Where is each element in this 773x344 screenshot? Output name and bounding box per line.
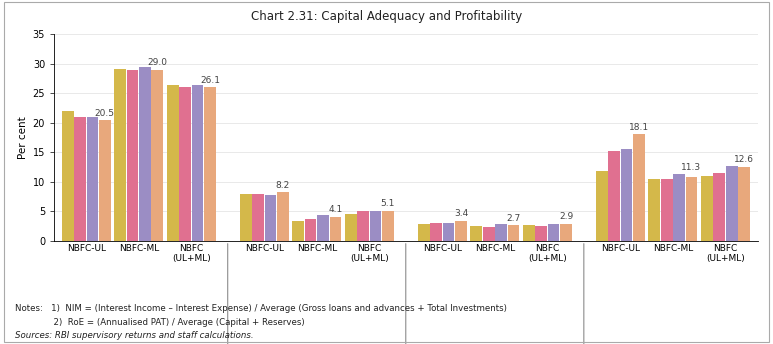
Bar	[661, 179, 673, 241]
Bar	[179, 87, 191, 241]
Text: Notes:   1)  NIM = (Interest Income – Interest Expense) / Average (Gross loans a: Notes: 1) NIM = (Interest Income – Inter…	[15, 304, 507, 313]
Text: 8.2: 8.2	[276, 181, 290, 190]
Bar	[292, 221, 304, 241]
Bar	[139, 67, 151, 241]
Text: 20.5: 20.5	[95, 109, 115, 118]
Bar	[673, 174, 685, 241]
Bar	[470, 226, 482, 241]
Bar	[621, 149, 632, 241]
Bar	[523, 225, 535, 241]
Bar	[329, 217, 342, 241]
Bar	[264, 195, 277, 241]
Bar	[317, 215, 329, 241]
Bar	[252, 194, 264, 241]
Bar	[152, 70, 163, 241]
Bar	[431, 223, 442, 241]
Bar	[535, 226, 547, 241]
Bar	[345, 214, 356, 241]
Bar	[443, 223, 455, 241]
Text: 29.0: 29.0	[148, 58, 168, 67]
Y-axis label: Per cent: Per cent	[19, 116, 29, 159]
Bar	[738, 167, 750, 241]
Bar	[114, 69, 126, 241]
Bar	[87, 117, 98, 241]
Bar	[495, 224, 507, 241]
Bar	[62, 111, 73, 241]
Text: 11.3: 11.3	[682, 163, 702, 172]
Bar	[418, 224, 430, 241]
Bar	[548, 224, 560, 241]
Bar	[726, 166, 737, 241]
Text: 2)  RoE = (Annualised PAT) / Average (Capital + Reserves): 2) RoE = (Annualised PAT) / Average (Cap…	[15, 318, 305, 326]
Bar	[192, 85, 203, 241]
Text: Sources: RBI supervisory returns and staff calculations.: Sources: RBI supervisory returns and sta…	[15, 331, 254, 340]
Text: 4.1: 4.1	[329, 205, 342, 214]
Bar	[167, 85, 179, 241]
Bar	[686, 176, 697, 241]
Bar	[508, 225, 519, 241]
Bar	[357, 211, 369, 241]
Bar	[305, 219, 316, 241]
Text: 2.7: 2.7	[506, 214, 520, 223]
Bar	[713, 173, 725, 241]
Text: 2.9: 2.9	[559, 212, 573, 221]
Bar	[240, 194, 251, 241]
Text: 5.1: 5.1	[381, 200, 395, 208]
Bar	[74, 117, 86, 241]
Text: 18.1: 18.1	[629, 123, 649, 132]
Bar	[382, 211, 393, 241]
Bar	[455, 221, 467, 241]
Bar	[649, 180, 660, 241]
Bar	[596, 171, 608, 241]
Bar	[277, 192, 289, 241]
Bar	[608, 151, 620, 241]
Bar	[369, 211, 381, 241]
Bar	[483, 227, 495, 241]
Text: Chart 2.31: Capital Adequacy and Profitability: Chart 2.31: Capital Adequacy and Profita…	[251, 10, 522, 23]
Bar	[560, 224, 572, 241]
Bar	[204, 87, 216, 241]
Bar	[127, 70, 138, 241]
Bar	[701, 176, 713, 241]
Bar	[633, 134, 645, 241]
Text: 3.4: 3.4	[454, 209, 468, 218]
Bar	[99, 120, 111, 241]
Text: 26.1: 26.1	[200, 76, 220, 85]
Text: 12.6: 12.6	[734, 155, 754, 164]
